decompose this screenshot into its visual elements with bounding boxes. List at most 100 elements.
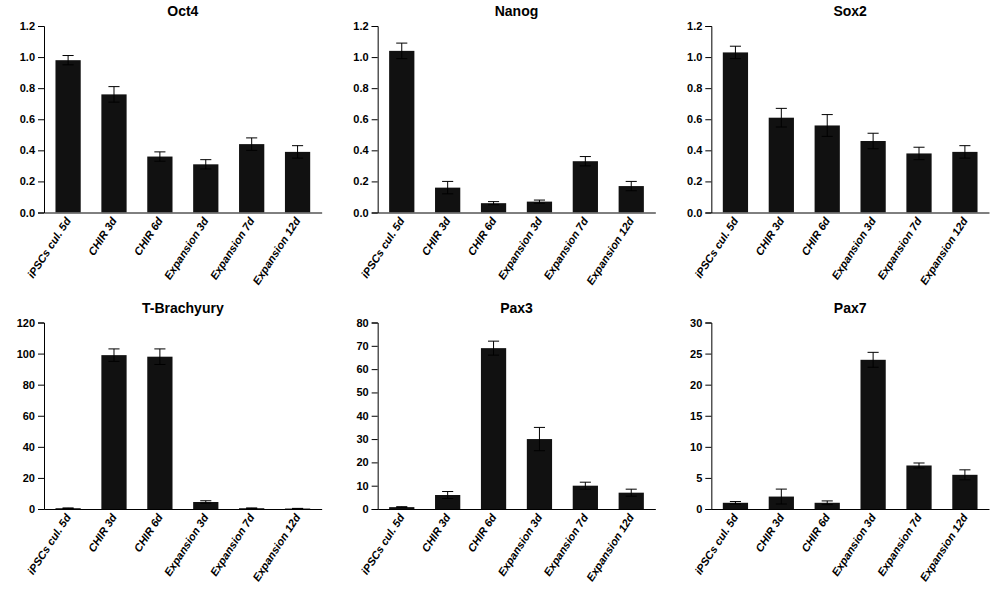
y-tick-mark [705, 150, 711, 151]
x-tick-label: CHIR 6d [131, 215, 165, 258]
y-tick-label: 80 [23, 379, 35, 391]
panel: 0.00.20.40.60.81.01.2iPSCs cul. 5dCHIR 3… [687, 3, 989, 287]
error-cap [108, 361, 119, 362]
panel: 051015202530iPSCs cul. 5dCHIR 3dCHIR 6dE… [690, 300, 989, 584]
error-stem [113, 87, 114, 103]
y-tick: 40 [23, 441, 44, 453]
y-tick-mark [705, 478, 711, 479]
y-tick-label: 120 [17, 317, 35, 329]
error-cap [626, 496, 637, 497]
error-bar [776, 108, 787, 127]
y-tick-mark [372, 88, 378, 89]
x-tick-label: CHIR 6d [131, 511, 165, 554]
y-tick-mark [705, 509, 711, 510]
error-cap [534, 450, 545, 451]
error-bar [626, 181, 637, 190]
error-cap [913, 462, 924, 463]
error-stem [631, 489, 632, 496]
error-bar [580, 482, 591, 489]
x-tick-label: iPSCs cul. 5d [25, 511, 73, 576]
y-tick-mark [372, 462, 378, 463]
error-cap [442, 491, 453, 492]
x-tick-label: CHIR 6d [799, 511, 833, 554]
error-bar [822, 501, 833, 505]
y-tick-mark [705, 323, 711, 324]
x-tick-label: CHIR 3d [753, 511, 787, 554]
y-tick-mark [38, 213, 44, 214]
error-cap [200, 159, 211, 160]
bar [193, 502, 218, 509]
y-tick-mark [705, 213, 711, 214]
y-tick-mark [372, 486, 378, 487]
y-tick: 10 [356, 480, 377, 492]
error-bar [292, 508, 303, 509]
bar [573, 161, 598, 212]
error-bar [730, 46, 741, 58]
bar [101, 94, 126, 212]
x-axis-line [378, 509, 656, 510]
marks [389, 43, 644, 212]
y-tick-mark [372, 57, 378, 58]
y-tick-label: 100 [17, 348, 35, 360]
error-stem [447, 492, 448, 499]
y-tick-mark [38, 88, 44, 89]
y-tick-label: 0.6 [687, 113, 702, 125]
y-tick-mark [372, 26, 378, 27]
error-bar [108, 349, 119, 361]
error-cap [200, 500, 211, 501]
y-tick: 20 [23, 472, 44, 484]
bar [481, 348, 506, 509]
bar [952, 152, 977, 213]
y-tick-mark [372, 213, 378, 214]
y-tick-label: 0.8 [20, 82, 35, 94]
error-bar [868, 352, 879, 367]
y-tick: 0.0 [687, 207, 711, 219]
y-tick: 0.8 [20, 82, 44, 94]
error-cap [63, 64, 74, 65]
error-bar [776, 489, 787, 504]
x-tick: iPSCs cul. 5d [692, 213, 740, 281]
marks [723, 46, 978, 212]
x-axis-line [712, 509, 990, 510]
x-axis: iPSCs cul. 5dCHIR 3dCHIR 6dExpansion 3dE… [25, 213, 322, 287]
error-cap [246, 137, 257, 138]
error-bar [488, 202, 499, 205]
x-tick: CHIR 3d [86, 213, 120, 258]
marks [389, 341, 644, 509]
error-cap [63, 507, 74, 508]
x-tick-label: Expansion 12d [584, 215, 636, 287]
y-axis-line [38, 323, 45, 510]
chart-root: 0.00.20.40.60.81.01.2iPSCs cul. 5dCHIR 3… [0, 0, 1001, 593]
x-tick: Expansion 7d [541, 213, 590, 282]
error-cap [776, 504, 787, 505]
y-tick-label: 10 [356, 480, 368, 492]
x-tick-label: CHIR 3d [86, 511, 120, 554]
bar [860, 141, 885, 212]
x-axis-line [712, 213, 990, 214]
y-tick-mark [705, 119, 711, 120]
error-stem [919, 147, 920, 159]
y-tick: 20 [690, 379, 711, 391]
y-tick-mark [372, 150, 378, 151]
bar [860, 360, 885, 509]
y-tick-label: 1.0 [20, 51, 35, 63]
y-tick: 0.6 [353, 113, 377, 125]
x-tick: Expansion 3d [495, 213, 544, 282]
error-stem [873, 352, 874, 367]
error-cap [580, 482, 591, 483]
error-bar [442, 181, 453, 193]
error-stem [113, 349, 114, 361]
y-tick: 20 [356, 456, 377, 468]
error-bar [396, 43, 407, 59]
error-stem [873, 133, 874, 149]
bar [147, 357, 172, 509]
y-tick: 40 [356, 410, 377, 422]
y-tick-mark [38, 323, 44, 324]
error-cap [396, 506, 407, 507]
y-tick: 30 [690, 317, 711, 329]
y-tick-label: 5 [696, 472, 702, 484]
bar [389, 51, 414, 213]
x-tick-label: CHIR 6d [465, 215, 499, 258]
x-tick-label: Expansion 12d [917, 511, 969, 583]
error-cap [396, 58, 407, 59]
